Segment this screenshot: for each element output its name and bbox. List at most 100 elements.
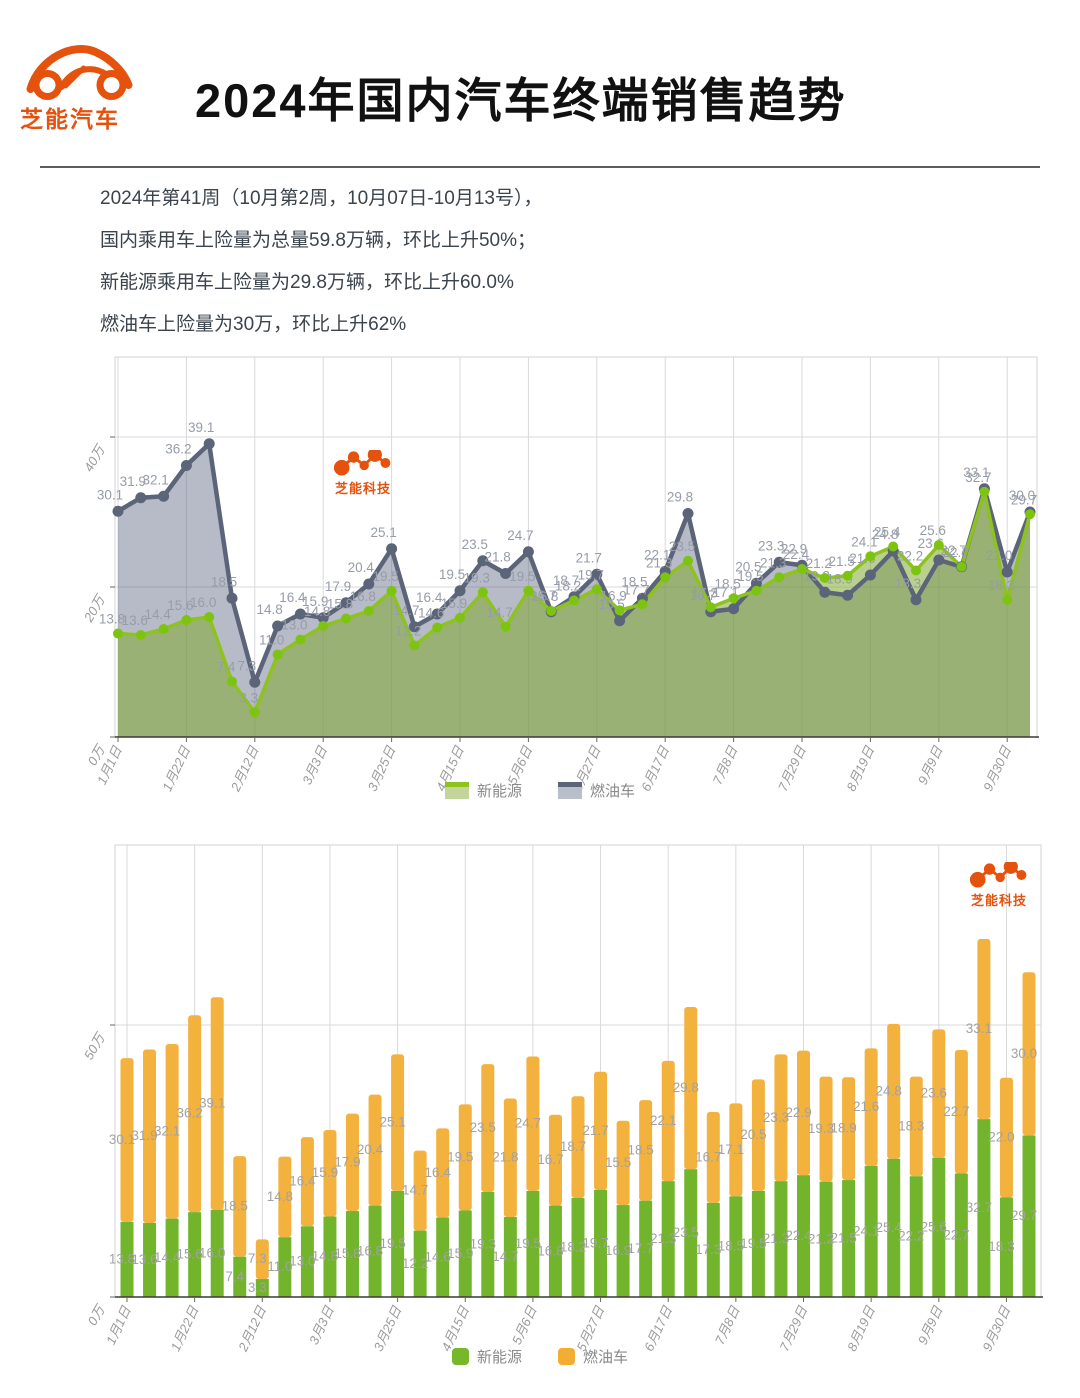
fuel-value-label: 21.8 [484,550,510,565]
nev-value-label: 13.8 [99,612,125,627]
nev-area [118,491,1030,737]
fuel-value-label: 20.5 [735,559,761,574]
nev-bar [887,1158,901,1297]
fuel-value-label: 30.1 [109,1132,135,1147]
nev-point [546,606,557,616]
nev-value-label: 14.7 [486,605,512,620]
fuel-bar [436,1128,450,1218]
nev-bar [368,1205,382,1297]
fuel-value-label: 18.5 [222,1198,248,1213]
nev-value-label: 12.2 [395,624,421,639]
fuel-bar [413,1150,427,1231]
nev-bar [503,1217,517,1297]
nev-value-label: 16.8 [537,1243,563,1258]
fuel-value-label: 18.5 [628,1142,654,1157]
fuel-value-label: 22.1 [644,547,670,562]
nev-value-label: 14.8 [304,604,330,619]
fuel-value-label: 22.9 [781,541,807,556]
nev-value-label: 19.5 [509,569,535,584]
nev-value-label: 23.5 [673,1225,699,1240]
nev-bar [977,1119,991,1297]
nev-value-label: 19.3 [464,570,490,585]
nev-value-label: 24.1 [853,1223,879,1238]
fuel-bar [729,1103,743,1197]
nev-bar [864,1165,878,1297]
fuel-value-label: 39.1 [188,420,214,435]
nev-value-label: 22.7 [943,1227,969,1242]
fuel-point [910,594,922,606]
fuel-bar [661,1060,675,1182]
fuel-value-label: 16.4 [425,1165,452,1180]
nev-value-label: 16.9 [605,1243,631,1258]
nev-value-label: 18.3 [988,578,1014,593]
fuel-bar [819,1076,833,1182]
nev-value-label: 15.9 [447,1246,473,1261]
nev-value-label: 16.8 [532,589,558,604]
fuel-value-label: 17.9 [334,1154,360,1169]
nev-bar [120,1221,134,1297]
nev-point [523,585,534,596]
fuel-value-label: 23.3 [763,1110,789,1125]
fuel-value-label: 19.5 [447,1149,473,1164]
fuel-bar [594,1071,608,1190]
fuel-bar [751,1079,765,1191]
fuel-bar [797,1050,810,1176]
fuel-value-label: 16.7 [690,588,716,603]
nev-point [181,615,192,625]
fuel-bar [346,1113,359,1212]
nev-bar [436,1217,450,1297]
fuel-value-label: 16.7 [537,1152,563,1167]
fuel-value-label: 21.8 [492,1150,518,1165]
nev-value-label: 22.4 [783,547,810,562]
summary-line-2: 国内乘用车上险量为总量59.8万辆，环比上升50%； [100,230,537,251]
fuel-value-label: 33.1 [963,465,989,480]
nev-value-label: 25.6 [921,1219,947,1234]
nev-value-label: 18.2 [555,579,581,594]
x-tick-label: 5月6日 [509,1303,540,1347]
legend-label-nev: 新能源 [476,783,522,800]
nev-value-label: 14.4 [154,1250,181,1265]
fuel-value-label: 23.5 [470,1120,496,1135]
fuel-point [158,490,170,502]
fuel-value-label: 19.3 [808,1121,834,1136]
fuel-value-label: 16.4 [416,590,443,605]
nev-bar [954,1173,968,1297]
nev-point [683,555,693,566]
nev-value-label: 15.8 [334,1246,360,1261]
fuel-value-label: 15.9 [312,1165,338,1180]
nev-value-label: 13.8 [109,1251,135,1266]
nev-bar [819,1181,833,1297]
nev-point [318,621,329,631]
watermark: 芝能科技 [332,450,394,497]
nev-bar [188,1212,202,1297]
watermark: 芝能科技 [968,862,1030,909]
nev-bar [909,1176,923,1297]
fuel-bar [481,1064,495,1193]
fuel-point [864,569,876,581]
nev-bar [210,1209,224,1297]
x-tick-label: 9月9日 [915,1303,946,1347]
fuel-value-label: 21.6 [853,1099,879,1114]
fuel-value-label: 24.8 [876,1083,902,1098]
nev-bar [1022,1135,1036,1297]
fuel-point [408,621,420,633]
fuel-bar [233,1156,247,1257]
header-divider [40,166,1040,168]
nev-value-label: 16.0 [199,1245,225,1260]
nev-value-label: 15.8 [327,597,353,612]
nev-value-label: 17.7 [628,1241,654,1256]
nev-point [660,572,671,583]
fuel-value-label: 18.3 [898,1118,924,1133]
nev-value-label: 7.4 [217,660,236,675]
fuel-value-label: 14.7 [402,1183,428,1198]
fuel-point [340,597,352,609]
fuel-value-label: 7.3 [248,1251,267,1266]
nev-value-label: 13.0 [281,618,307,633]
nev-point [819,573,830,583]
fuel-value-label: 24.7 [515,1116,541,1131]
nev-point [569,595,579,606]
nev-bar [751,1190,765,1297]
fuel-value-label: 18.3 [895,576,921,591]
nev-value-label: 3.3 [248,1280,267,1295]
nev-point [158,624,169,634]
